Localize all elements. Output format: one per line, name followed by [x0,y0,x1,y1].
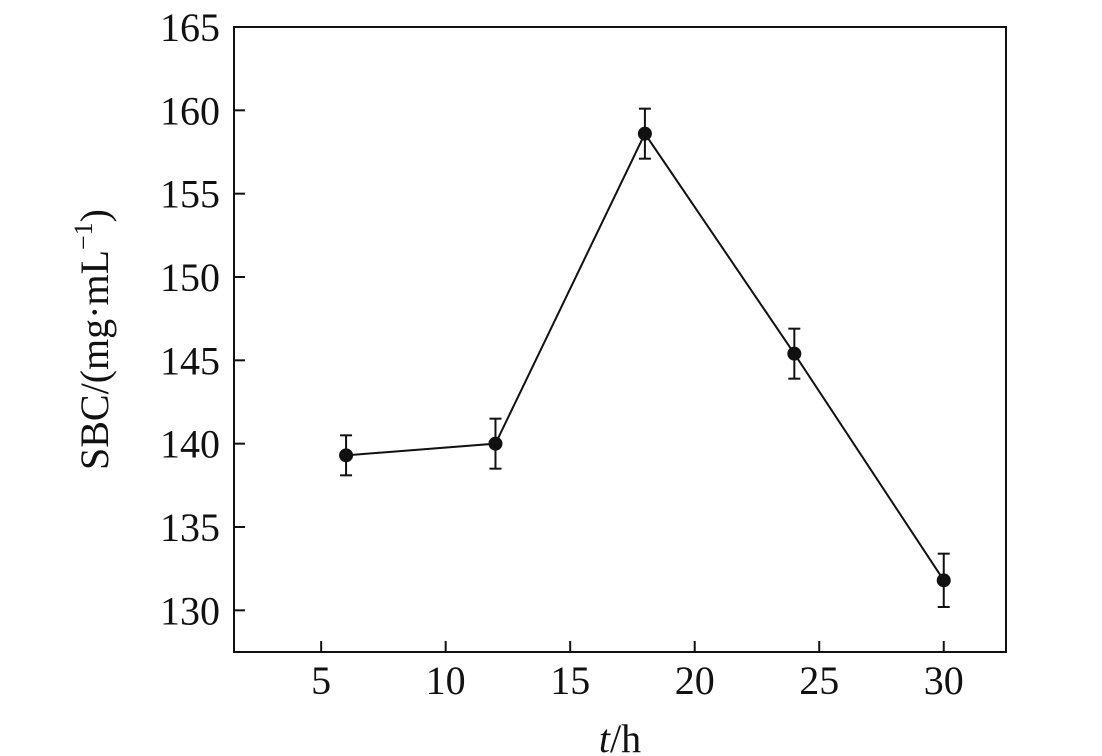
x-axis-label-var: t [599,716,611,756]
x-axis-label-unit: /h [610,716,641,756]
x-tick-label: 15 [550,658,590,703]
ticks-layer: 5 10 15 20 25 30 130 135 140 145 150 155 160 165 [160,5,964,703]
data-point [936,573,951,588]
y-tick-label: 160 [160,88,220,133]
series-line [345,131,945,581]
y-axis-label: SBC/(mg·mL−1) [69,209,117,470]
y-tick-label: 130 [160,588,220,633]
x-axis-label: t/h [599,716,641,756]
data-point [637,126,652,141]
y-tick-label: 165 [160,5,220,50]
y-axis-label-close: ) [72,209,117,222]
x-tick-label: 20 [675,658,715,703]
y-tick-label: 140 [160,422,220,467]
data-point [787,346,802,361]
y-axis-label-sup: −1 [69,222,98,250]
x-tick-label: 30 [924,658,964,703]
y-tick-label: 155 [160,172,220,217]
data-point [488,436,503,451]
y-axis-label-main: SBC/(mg·mL [72,250,117,470]
plot-frame [233,26,1007,653]
y-tick-label: 145 [160,338,220,383]
x-tick-label: 25 [799,658,839,703]
series-layer [339,107,951,608]
y-tick-label: 135 [160,505,220,550]
x-tick-label: 5 [311,658,331,703]
data-point [339,448,354,463]
x-tick-label: 10 [426,658,466,703]
y-tick-label: 150 [160,255,220,300]
